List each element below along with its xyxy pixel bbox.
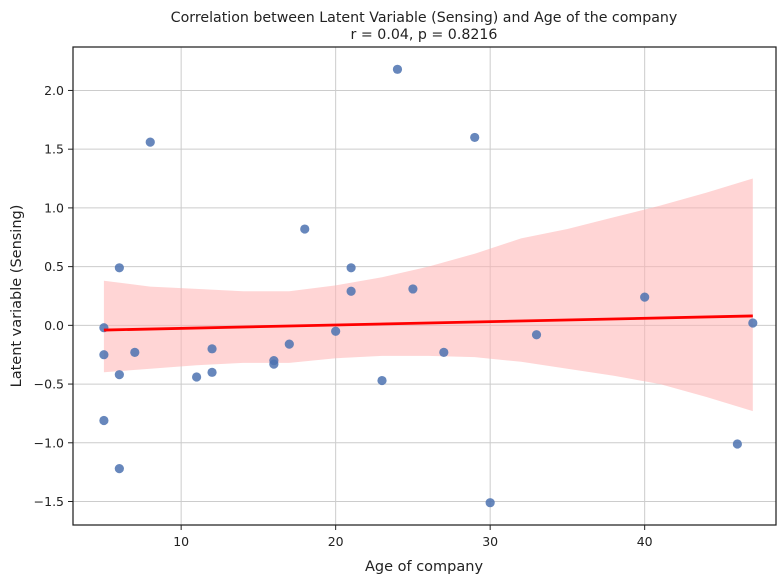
- y-tick-label: −1.0: [34, 435, 64, 450]
- y-tick-label: −1.5: [34, 494, 64, 509]
- data-point: [207, 344, 217, 354]
- data-point: [114, 464, 124, 474]
- data-point: [114, 370, 124, 380]
- confidence-band: [103, 178, 753, 412]
- data-point: [114, 263, 124, 273]
- data-point: [531, 330, 542, 340]
- data-point: [207, 367, 217, 377]
- data-point: [732, 439, 742, 449]
- data-point: [640, 292, 650, 302]
- y-axis-ticks: −1.5 −1.0 −0.5 0.0 0.5 1.0 1.5 2.0: [34, 83, 73, 509]
- data-point: [99, 415, 109, 426]
- x-axis-label: Age of company: [365, 559, 483, 575]
- y-tick-label: 0.5: [44, 259, 64, 274]
- x-tick-label: 10: [173, 534, 189, 549]
- chart-title: Correlation between Latent Variable (Sen…: [171, 10, 678, 26]
- y-tick-label: 1.0: [44, 200, 64, 215]
- data-point: [192, 372, 202, 382]
- y-axis-label: Latent variable (Sensing): [9, 205, 25, 388]
- x-axis-ticks: 10 20 30 40: [173, 525, 653, 549]
- y-tick-label: −0.5: [34, 377, 64, 392]
- data-point: [331, 326, 341, 336]
- data-point: [130, 347, 140, 357]
- regression-line-group: [103, 314, 753, 332]
- data-point: [485, 498, 495, 508]
- data-point: [269, 359, 279, 369]
- data-point: [408, 284, 418, 294]
- data-point: [439, 347, 449, 357]
- data-point: [145, 137, 155, 147]
- y-tick-label: 0.0: [44, 318, 64, 333]
- x-tick-label: 40: [637, 534, 653, 549]
- data-point: [284, 339, 294, 349]
- chart-subtitle: r = 0.04, p = 0.8216: [351, 27, 498, 43]
- y-tick-label: 1.5: [44, 142, 64, 157]
- data-point: [392, 64, 403, 74]
- x-tick-label: 20: [328, 534, 344, 549]
- plot-frame: [72, 46, 777, 526]
- data-point: [300, 224, 310, 234]
- data-point: [748, 318, 758, 328]
- y-tick-label: 2.0: [44, 83, 64, 98]
- data-point: [346, 286, 356, 296]
- x-tick-label: 30: [482, 534, 498, 549]
- regression-line: [103, 314, 753, 332]
- data-point: [99, 350, 109, 360]
- confidence-band-group: [103, 178, 753, 412]
- data-point: [377, 375, 387, 386]
- data-point: [346, 263, 356, 273]
- data-point: [470, 132, 480, 143]
